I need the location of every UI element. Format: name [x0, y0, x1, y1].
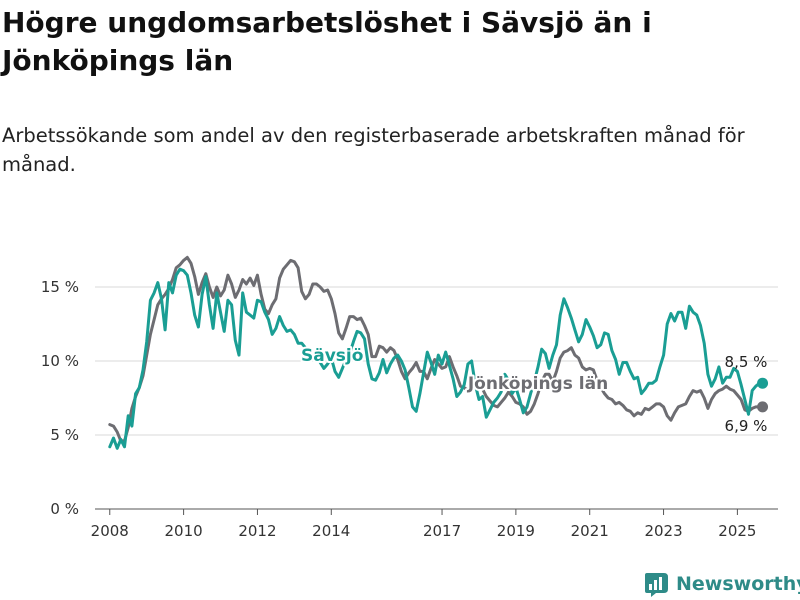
newsworthy-logo-icon [645, 573, 668, 597]
x-tick-label: 2014 [312, 522, 350, 540]
y-tick-label: 10 % [41, 352, 79, 370]
x-tick-label: 2010 [165, 522, 203, 540]
x-tick-label: 2021 [571, 522, 609, 540]
chart-subtitle: Arbetssökande som andel av den registerb… [2, 124, 745, 176]
x-tick-label: 2012 [238, 522, 276, 540]
end-label-savsjo: 8,5 % [725, 353, 768, 371]
brand-name: Newsworthy [676, 573, 800, 595]
y-tick-label: 15 % [41, 278, 79, 296]
series-label-jonkopings-lan: Jönköpings län [467, 374, 608, 394]
x-tick-label: 2008 [91, 522, 129, 540]
series-line-jonkopings-lan [108, 255, 761, 443]
y-tick-label: 5 % [50, 426, 79, 444]
x-tick-label: 2019 [497, 522, 535, 540]
series-label-savsjo: Sävsjö [301, 346, 363, 366]
x-tick-label: 2017 [423, 522, 461, 540]
end-label-jonkopings-lan: 6,9 % [725, 417, 768, 435]
chart-title: Högre ungdomsarbetslöshet i Sävsjö än i … [2, 6, 652, 77]
end-dot-savsjo [757, 377, 769, 389]
x-tick-label: 2023 [644, 522, 682, 540]
brand-logo[interactable]: Newsworthy [644, 570, 800, 598]
end-dot-jonkopings-lan [757, 401, 769, 413]
x-tick-label: 2025 [718, 522, 756, 540]
series-line-savsjo [108, 267, 761, 450]
y-tick-label: 0 % [50, 500, 79, 518]
